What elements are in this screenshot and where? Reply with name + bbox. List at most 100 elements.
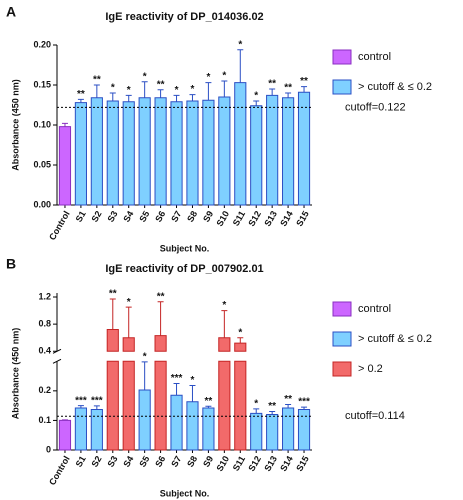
bar bbox=[90, 408, 103, 451]
y-axis-label: Absorbance (450 nm) bbox=[10, 79, 20, 171]
bar bbox=[297, 91, 311, 206]
x-tick-label: S7 bbox=[169, 454, 183, 469]
bar bbox=[202, 99, 215, 206]
y-tick-label: 0 bbox=[46, 444, 51, 454]
panel-label: B bbox=[6, 256, 16, 272]
x-tick-label: S3 bbox=[105, 209, 119, 224]
error-bar bbox=[141, 81, 148, 98]
bar bbox=[106, 329, 119, 451]
bar bbox=[218, 96, 231, 206]
y-tick-label: 0.8 bbox=[38, 319, 51, 329]
error-bar bbox=[285, 92, 292, 98]
x-tick-label: S12 bbox=[246, 454, 263, 473]
significance: * bbox=[238, 327, 242, 338]
significance: ** bbox=[205, 396, 213, 407]
bar bbox=[202, 407, 215, 451]
error-bar bbox=[109, 92, 116, 101]
significance: * bbox=[238, 39, 242, 50]
error-bar bbox=[157, 89, 164, 98]
error-bar bbox=[125, 306, 132, 338]
chart-title: IgE reactivity of DP_007902.01 bbox=[105, 263, 263, 275]
error-bar bbox=[269, 411, 276, 415]
bar bbox=[90, 97, 103, 206]
legend-swatch bbox=[332, 49, 352, 65]
legend-swatch bbox=[332, 301, 352, 317]
bar bbox=[218, 337, 231, 451]
error-bar bbox=[61, 122, 68, 127]
x-tick-label: S11 bbox=[231, 454, 247, 472]
legend-swatch bbox=[332, 361, 352, 377]
bar bbox=[186, 100, 199, 206]
error-bar bbox=[189, 94, 196, 101]
x-tick-label: Control bbox=[47, 209, 72, 242]
y-tick-label: 0.20 bbox=[33, 39, 51, 49]
bar bbox=[122, 337, 135, 451]
x-tick-label: S15 bbox=[294, 454, 311, 473]
x-tick-label: S13 bbox=[262, 454, 279, 473]
error-bar bbox=[109, 298, 116, 330]
error-bar bbox=[77, 98, 84, 103]
significance: *** bbox=[91, 396, 103, 407]
y-tick-label: 0.00 bbox=[33, 199, 51, 209]
bar bbox=[122, 101, 135, 206]
legend-swatch bbox=[332, 331, 352, 347]
significance: * bbox=[222, 300, 226, 311]
error-bar bbox=[237, 337, 244, 344]
x-tick-label: S1 bbox=[74, 209, 88, 224]
significance: * bbox=[143, 71, 147, 82]
axis-break bbox=[52, 358, 62, 364]
error-bar bbox=[125, 94, 132, 102]
legend-label: > cutoff & ≤ 0.2 bbox=[358, 81, 432, 93]
x-tick-label: S8 bbox=[185, 209, 199, 224]
bar bbox=[58, 126, 72, 206]
bar bbox=[154, 97, 167, 206]
significance: ** bbox=[109, 289, 117, 300]
significance: ** bbox=[268, 401, 276, 412]
error-bar bbox=[301, 86, 308, 93]
error-bar bbox=[205, 405, 212, 408]
error-bar bbox=[141, 361, 148, 390]
error-bar bbox=[237, 49, 244, 83]
bar bbox=[250, 105, 263, 206]
significance: *** bbox=[298, 397, 310, 408]
significance: ** bbox=[268, 79, 276, 90]
legend-label: > cutoff & ≤ 0.2 bbox=[358, 333, 432, 345]
x-tick-label: S15 bbox=[294, 209, 311, 228]
error-bar bbox=[93, 405, 100, 410]
error-bar bbox=[221, 310, 228, 338]
significance: * bbox=[254, 399, 258, 410]
bar bbox=[170, 394, 183, 451]
bar bbox=[58, 419, 72, 451]
x-tick-label: S2 bbox=[89, 454, 103, 469]
x-axis-label: Subject No. bbox=[160, 243, 210, 253]
chart-title: IgE reactivity of DP_014036.02 bbox=[105, 11, 263, 23]
error-bar bbox=[61, 419, 68, 421]
significance: ** bbox=[77, 89, 85, 100]
x-tick-label: S14 bbox=[278, 454, 295, 473]
significance: *** bbox=[75, 395, 87, 406]
x-tick-label: S4 bbox=[121, 454, 135, 469]
y-tick-label: 0.2 bbox=[38, 385, 51, 395]
error-bar bbox=[253, 408, 260, 414]
legend-label: control bbox=[358, 303, 391, 315]
y-tick-label: 0.05 bbox=[33, 159, 51, 169]
significance: ** bbox=[284, 83, 292, 94]
x-tick-label: S3 bbox=[105, 454, 119, 469]
significance: * bbox=[127, 85, 131, 96]
significance: * bbox=[222, 71, 226, 82]
significance: ** bbox=[284, 394, 292, 405]
x-tick-label: S11 bbox=[231, 209, 247, 227]
significance: * bbox=[175, 85, 179, 96]
x-tick-label: S6 bbox=[153, 209, 167, 224]
x-tick-label: S13 bbox=[262, 209, 279, 228]
x-tick-label: S12 bbox=[246, 209, 263, 228]
legend-label: control bbox=[358, 51, 391, 63]
bar bbox=[234, 82, 247, 206]
x-tick-label: S10 bbox=[214, 454, 231, 473]
bar bbox=[266, 94, 279, 206]
significance: * bbox=[111, 83, 115, 94]
error-bar bbox=[93, 84, 100, 98]
x-tick-label: S8 bbox=[185, 454, 199, 469]
significance: * bbox=[191, 84, 195, 95]
